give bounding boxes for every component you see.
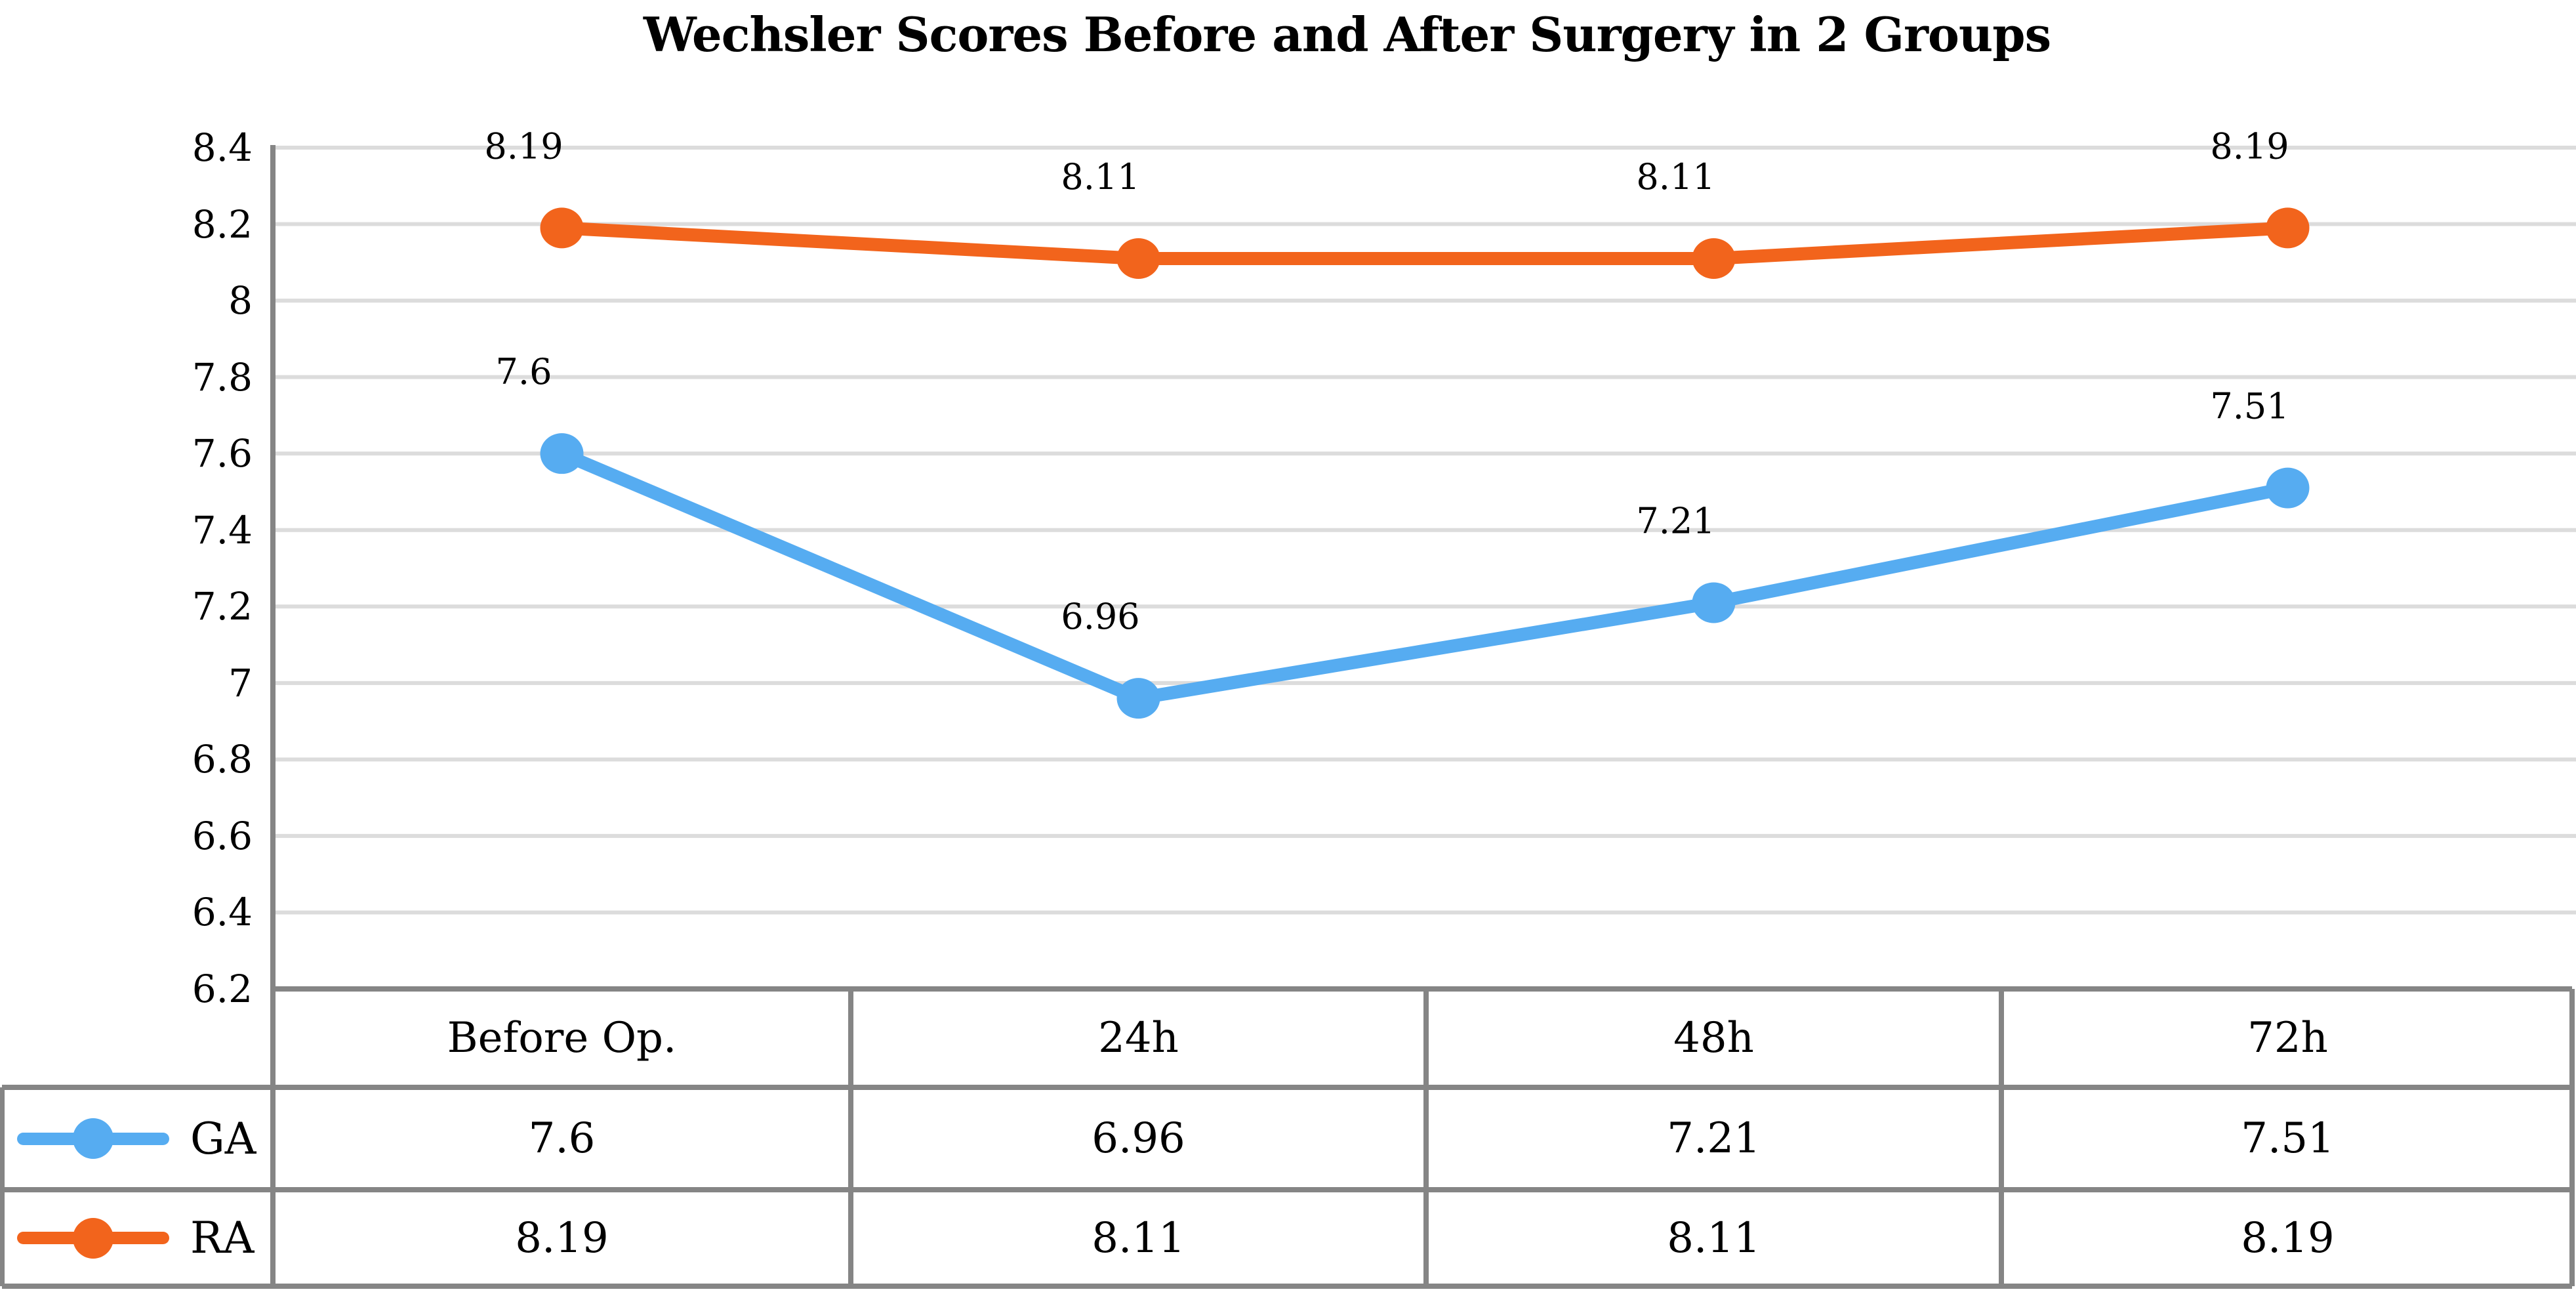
legend-item-ra: RA: [0, 1190, 273, 1286]
y-axis-tick-label: 7.8: [192, 354, 253, 400]
ga-marker: [2266, 467, 2310, 509]
table-cell-ga-before-op: 7.6: [528, 1114, 596, 1163]
y-axis-tick-label: 6.8: [192, 737, 253, 782]
ra-series-marker-icon: [17, 1217, 169, 1260]
table-cell-ga-48h: 7.21: [1667, 1114, 1761, 1163]
y-axis-tick-label: 6.6: [192, 813, 253, 858]
y-axis-tick-label: 8: [228, 278, 253, 324]
table-header-before-op: Before Op.: [447, 1014, 677, 1062]
chart-title: Wechsler Scores Before and After Surgery…: [643, 7, 2051, 62]
legend-item-ga: GA: [0, 1087, 273, 1190]
table-cell-ra-24h: 8.11: [1092, 1213, 1185, 1263]
ra-data-label: 8.11: [1636, 156, 1715, 198]
ga-legend-label: GA: [190, 1113, 256, 1164]
ga-marker: [540, 433, 584, 474]
table-cell-ra-72h: 8.19: [2241, 1213, 2335, 1263]
y-axis-tick-label: 6.4: [192, 890, 253, 935]
y-axis-tick-label: 7.4: [192, 507, 253, 553]
y-axis-tick-label: 7: [228, 660, 253, 705]
table-cell-ga-72h: 7.51: [2241, 1114, 2335, 1163]
table-cell-ga-24h: 6.96: [1092, 1114, 1185, 1163]
y-axis-tick-label: 8.2: [192, 201, 253, 247]
y-axis-tick-label: 6.2: [192, 967, 253, 1011]
table-header-48h: 48h: [1673, 1014, 1754, 1062]
table-header-72h: 72h: [2247, 1014, 2328, 1062]
ga-series-line: [555, 447, 2295, 705]
ga-data-label: 7.51: [2210, 386, 2289, 427]
ra-marker: [540, 207, 584, 249]
ga-series-marker-icon: [17, 1117, 169, 1160]
ra-legend-label: RA: [190, 1213, 255, 1263]
ra-data-label: 8.19: [484, 125, 563, 167]
table-cell-ra-48h: 8.11: [1667, 1213, 1761, 1263]
table-cell-ra-before-op: 8.19: [515, 1213, 609, 1263]
ga-legend-dot: [73, 1118, 113, 1159]
y-axis-tick-label: 7.2: [192, 584, 253, 629]
ga-marker: [1116, 678, 1160, 719]
ga-data-label: 7.21: [1636, 500, 1715, 541]
ra-series-line: [555, 221, 2295, 265]
ra-data-label: 8.11: [1061, 156, 1139, 198]
ra-data-label: 8.19: [2210, 125, 2289, 167]
ra-marker: [2266, 207, 2310, 249]
ra-marker: [1116, 238, 1160, 279]
ga-marker: [1692, 582, 1736, 623]
ga-data-label: 6.96: [1061, 596, 1139, 637]
y-axis-tick-label: 7.6: [192, 431, 253, 476]
ra-marker: [1692, 238, 1736, 279]
ra-legend-dot: [73, 1217, 113, 1259]
y-axis-tick-label: 8.4: [192, 125, 253, 170]
table-header-24h: 24h: [1098, 1014, 1179, 1062]
ga-data-label: 7.6: [496, 351, 552, 392]
